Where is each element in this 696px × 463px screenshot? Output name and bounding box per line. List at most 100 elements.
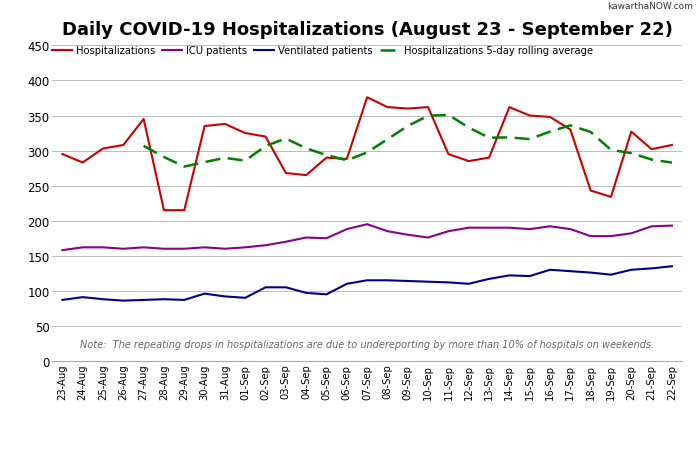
ICU patients	[180, 246, 189, 252]
Hospitalizations 5-day rolling average	[587, 130, 595, 135]
ICU patients	[160, 246, 168, 252]
Ventilated patients	[119, 298, 127, 304]
Hospitalizations 5-day rolling average	[180, 164, 189, 170]
Hospitalizations	[363, 95, 372, 101]
Hospitalizations 5-day rolling average	[566, 123, 574, 129]
ICU patients	[262, 243, 270, 249]
Ventilated patients	[546, 268, 554, 273]
Ventilated patients	[221, 294, 229, 300]
ICU patients	[342, 227, 351, 232]
Hospitalizations	[424, 105, 432, 111]
ICU patients	[404, 232, 412, 238]
Hospitalizations 5-day rolling average	[383, 137, 392, 143]
Hospitalizations 5-day rolling average	[363, 150, 372, 156]
Hospitalizations	[139, 117, 148, 123]
ICU patients	[667, 223, 676, 229]
Ventilated patients	[322, 292, 331, 297]
Hospitalizations	[546, 115, 554, 120]
ICU patients	[464, 225, 473, 231]
ICU patients	[485, 225, 493, 231]
Ventilated patients	[485, 276, 493, 282]
Hospitalizations	[485, 156, 493, 161]
Hospitalizations 5-day rolling average	[282, 137, 290, 142]
Ventilated patients	[282, 285, 290, 290]
ICU patients	[647, 224, 656, 230]
Ventilated patients	[464, 282, 473, 287]
Title: Daily COVID-19 Hospitalizations (August 23 - September 22): Daily COVID-19 Hospitalizations (August …	[62, 21, 672, 39]
Hospitalizations	[342, 157, 351, 163]
Ventilated patients	[587, 270, 595, 276]
Ventilated patients	[139, 298, 148, 303]
Hospitalizations	[464, 159, 473, 164]
Legend: Hospitalizations, ICU patients, Ventilated patients, Hospitalizations 5-day roll: Hospitalizations, ICU patients, Ventilat…	[52, 46, 593, 56]
Ventilated patients	[79, 294, 87, 300]
ICU patients	[525, 227, 534, 232]
Ventilated patients	[383, 278, 392, 283]
Hospitalizations 5-day rolling average	[546, 130, 554, 135]
Text: kawarthaNOW.com: kawarthaNOW.com	[607, 2, 693, 11]
Ventilated patients	[607, 272, 615, 278]
Ventilated patients	[160, 297, 168, 302]
ICU patients	[221, 246, 229, 252]
Hospitalizations	[383, 105, 392, 111]
Hospitalizations	[525, 113, 534, 119]
ICU patients	[383, 229, 392, 234]
ICU patients	[282, 239, 290, 245]
Ventilated patients	[505, 273, 514, 279]
Hospitalizations	[587, 188, 595, 194]
Ventilated patients	[404, 279, 412, 284]
Ventilated patients	[200, 291, 209, 297]
ICU patients	[607, 234, 615, 239]
Hospitalizations 5-day rolling average	[200, 160, 209, 165]
Hospitalizations 5-day rolling average	[627, 151, 635, 156]
Ventilated patients	[180, 298, 189, 303]
ICU patients	[58, 248, 67, 253]
Ventilated patients	[302, 290, 310, 296]
Hospitalizations	[607, 194, 615, 200]
Hospitalizations 5-day rolling average	[647, 157, 656, 163]
ICU patients	[587, 234, 595, 239]
ICU patients	[546, 224, 554, 230]
Line: ICU patients: ICU patients	[63, 225, 672, 250]
Hospitalizations	[160, 208, 168, 213]
ICU patients	[444, 229, 452, 234]
Hospitalizations	[505, 105, 514, 111]
Hospitalizations 5-day rolling average	[262, 144, 270, 150]
ICU patients	[322, 236, 331, 242]
Text: Note:  The repeating drops in hospitalizations are due to undereporting by more : Note: The repeating drops in hospitaliza…	[80, 339, 654, 349]
Hospitalizations 5-day rolling average	[160, 155, 168, 161]
ICU patients	[119, 246, 127, 252]
ICU patients	[139, 245, 148, 250]
Ventilated patients	[424, 279, 432, 285]
Line: Hospitalizations: Hospitalizations	[63, 98, 672, 211]
Ventilated patients	[342, 282, 351, 287]
ICU patients	[200, 245, 209, 250]
Hospitalizations	[58, 152, 67, 157]
Ventilated patients	[627, 268, 635, 273]
Hospitalizations	[262, 134, 270, 140]
Ventilated patients	[363, 278, 372, 283]
Hospitalizations	[99, 146, 107, 152]
Hospitalizations 5-day rolling average	[424, 114, 432, 119]
Ventilated patients	[566, 269, 574, 275]
Hospitalizations 5-day rolling average	[525, 137, 534, 143]
Hospitalizations	[322, 156, 331, 161]
ICU patients	[424, 235, 432, 241]
Ventilated patients	[58, 298, 67, 303]
Ventilated patients	[241, 295, 249, 301]
Ventilated patients	[444, 280, 452, 286]
ICU patients	[99, 245, 107, 250]
Hospitalizations 5-day rolling average	[342, 158, 351, 164]
Hospitalizations 5-day rolling average	[505, 135, 514, 141]
Line: Hospitalizations 5-day rolling average: Hospitalizations 5-day rolling average	[143, 116, 672, 167]
Hospitalizations 5-day rolling average	[464, 125, 473, 131]
Hospitalizations	[180, 208, 189, 213]
Hospitalizations	[79, 160, 87, 166]
Ventilated patients	[262, 285, 270, 290]
ICU patients	[241, 245, 249, 250]
Hospitalizations	[566, 127, 574, 133]
Ventilated patients	[647, 266, 656, 272]
ICU patients	[302, 235, 310, 241]
Hospitalizations	[667, 143, 676, 149]
Hospitalizations 5-day rolling average	[302, 146, 310, 152]
